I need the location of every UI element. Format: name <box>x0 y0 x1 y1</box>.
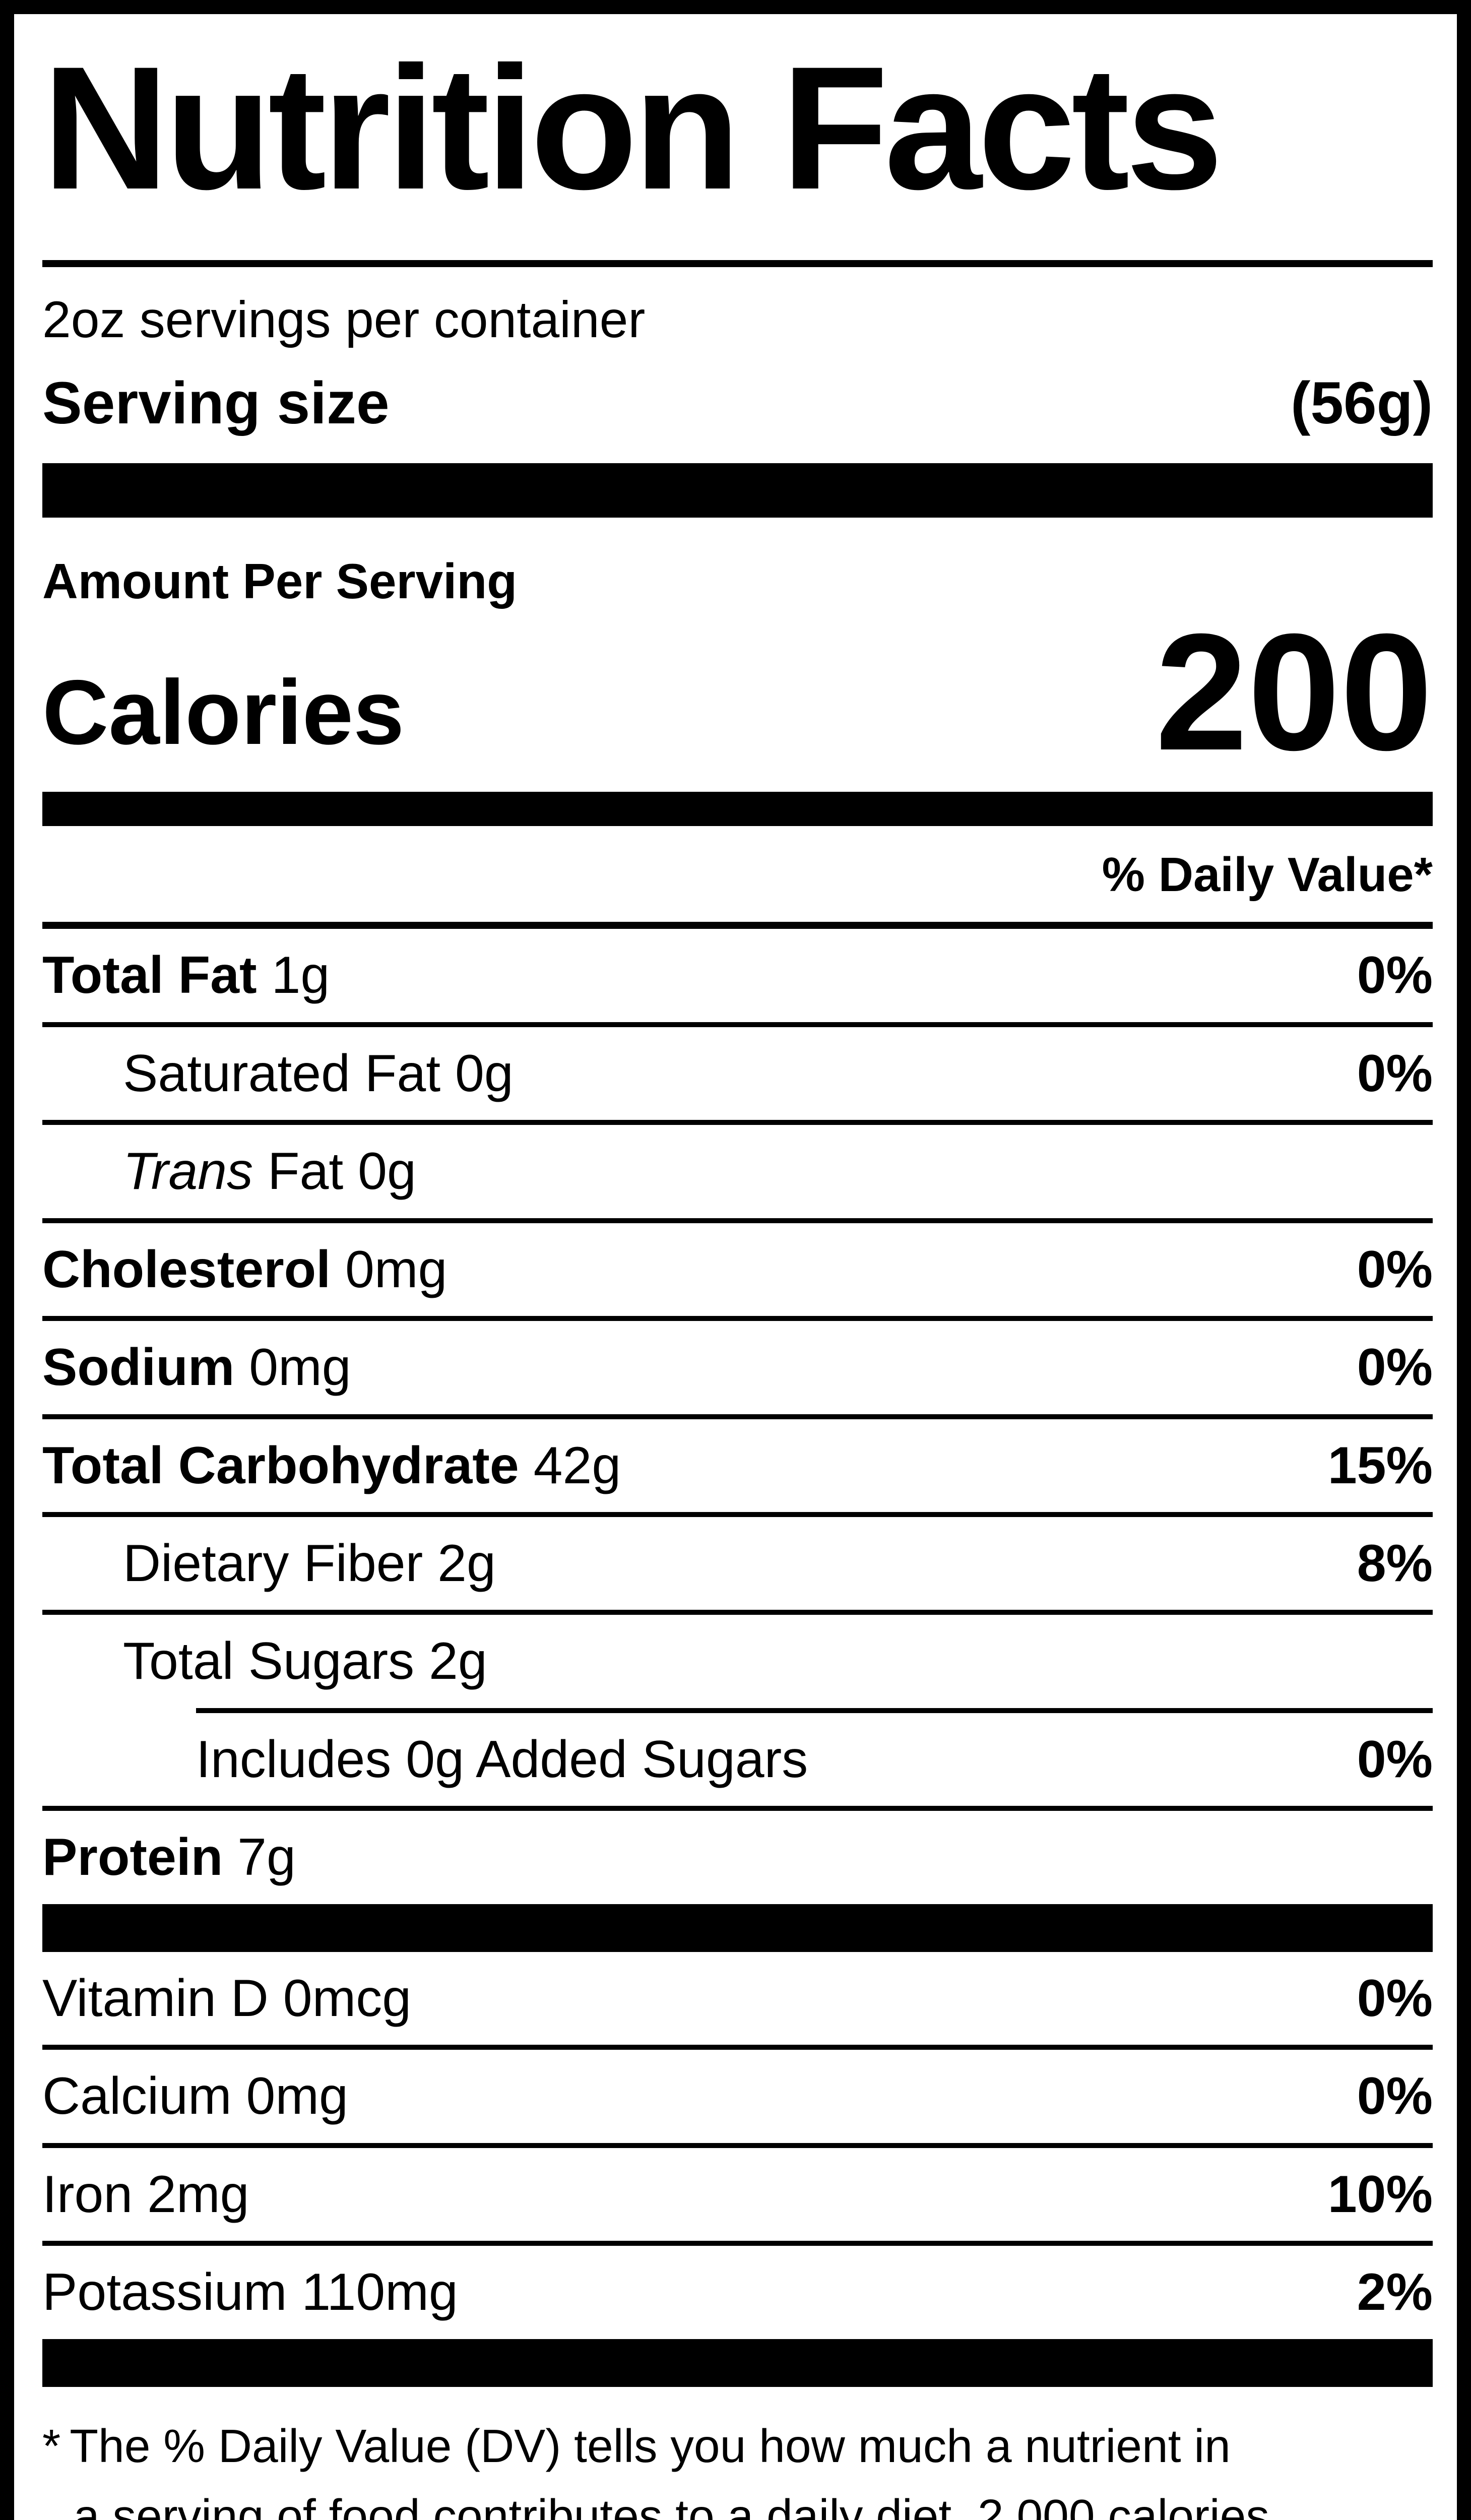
footnote: * The % Daily Value (DV) tells you how mu… <box>42 2411 1433 2520</box>
row-potassium: Potassium 110mg 2% <box>42 2241 1433 2339</box>
section-bar-footnote <box>42 2339 1433 2387</box>
nutrient-name: Trans Fat 0g <box>123 1142 416 1201</box>
calories-label: Calories <box>42 661 405 764</box>
row-sodium: Sodium 0mg 0% <box>42 1316 1433 1414</box>
row-total-carbohydrate: Total Carbohydrate 42g 15% <box>42 1414 1433 1512</box>
percent-value: 0% <box>1357 2067 1433 2126</box>
percent-value: 2% <box>1357 2263 1433 2322</box>
nutrient-name: Protein 7g <box>42 1828 296 1887</box>
nutrient-name: Saturated Fat 0g <box>123 1044 514 1103</box>
percent-value: 0% <box>1357 1969 1433 2028</box>
row-vitamin-d: Vitamin D 0mcg 0% <box>42 1952 1433 2045</box>
row-saturated-fat: Saturated Fat 0g 0% <box>42 1022 1433 1120</box>
row-dietary-fiber: Dietary Fiber 2g 8% <box>42 1511 1433 1610</box>
nutrient-name: Potassium 110mg <box>42 2263 458 2322</box>
serving-size-row: Serving size (56g) <box>42 369 1433 438</box>
nutrient-name: Iron 2mg <box>42 2165 249 2224</box>
daily-value-header: % Daily Value* <box>42 826 1433 929</box>
serving-size-value: (56g) <box>1291 370 1433 437</box>
row-added-sugars: Includes 0g Added Sugars 0% <box>42 1713 1433 1806</box>
percent-value: 0% <box>1357 1240 1433 1299</box>
percent-value: 15% <box>1327 1436 1433 1495</box>
nutrient-name: Calcium 0mg <box>42 2067 348 2126</box>
percent-value: 0% <box>1357 1730 1433 1789</box>
nutrient-name: Cholesterol 0mg <box>42 1240 447 1299</box>
section-bar-micronutrients <box>42 1904 1433 1952</box>
row-calcium: Calcium 0mg 0% <box>42 2045 1433 2143</box>
label-title: Nutrition Facts <box>42 30 1223 226</box>
nutrient-name: Total Fat 1g <box>42 946 330 1005</box>
percent-value: 0% <box>1357 946 1433 1005</box>
calories-value: 200 <box>1155 598 1433 785</box>
nutrient-name: Total Sugars 2g <box>123 1632 487 1691</box>
nutrient-name: Sodium 0mg <box>42 1338 351 1397</box>
percent-value: 0% <box>1357 1338 1433 1397</box>
serving-size-label: Serving size <box>42 370 390 437</box>
percent-value: 8% <box>1357 1534 1433 1593</box>
row-total-sugars: Total Sugars 2g <box>42 1610 1433 1708</box>
percent-value: 0% <box>1357 1044 1433 1103</box>
calories-row: Calories 200 <box>42 598 1433 785</box>
servings-per-container: 2oz servings per container <box>42 291 646 348</box>
amount-per-serving-label: Amount Per Serving <box>42 553 518 609</box>
section-bar-top <box>42 463 1433 518</box>
footnote-asterisk: * <box>42 2419 61 2472</box>
nutrient-name: Includes 0g Added Sugars <box>196 1730 808 1789</box>
footnote-line-2: a serving of food contributes to a daily… <box>74 2490 1269 2520</box>
title-rule <box>42 260 1433 267</box>
row-trans-fat: Trans Fat 0g <box>42 1120 1433 1218</box>
nutrient-name: Dietary Fiber 2g <box>123 1534 496 1593</box>
nutrient-name: Vitamin D 0mcg <box>42 1969 412 2028</box>
footnote-line-1: * The % Daily Value (DV) tells you how mu… <box>42 2419 1231 2472</box>
row-total-fat: Total Fat 1g 0% <box>42 929 1433 1022</box>
percent-value: 10% <box>1327 2165 1433 2224</box>
row-cholesterol: Cholesterol 0mg 0% <box>42 1218 1433 1316</box>
nutrient-name: Total Carbohydrate 42g <box>42 1436 621 1495</box>
row-protein: Protein 7g <box>42 1806 1433 1904</box>
section-bar-calories <box>42 792 1433 827</box>
row-iron: Iron 2mg 10% <box>42 2143 1433 2241</box>
added-sugars-divider <box>196 1708 1433 1713</box>
